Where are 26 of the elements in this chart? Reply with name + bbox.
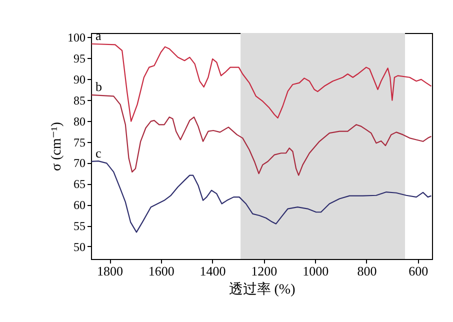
y-tick-label: 70 [74, 156, 86, 170]
x-tick-label: 600 [408, 264, 428, 278]
y-tick-label: 60 [74, 198, 86, 212]
y-tick-label: 80 [74, 114, 86, 128]
y-tick-label: 50 [74, 240, 86, 254]
y-tick-label: 100 [68, 30, 86, 45]
y-tick-label: 65 [74, 177, 86, 192]
x-axis-title: 透过率 (%) [228, 282, 296, 298]
y-tick-label: 95 [74, 52, 86, 66]
x-tick-label: 1800 [97, 264, 123, 278]
x-tick-label: 1400 [200, 264, 226, 278]
y-tick-label: 75 [74, 135, 86, 150]
x-tick-label: 1000 [302, 264, 329, 278]
series-label: b [96, 78, 102, 94]
y-tick-label: 55 [74, 219, 86, 234]
y-axis-title: σ (cm⁻¹) [50, 122, 64, 172]
x-tick-label: 1600 [148, 264, 174, 278]
line-series [91, 160, 432, 233]
series-label: a [96, 28, 102, 43]
x-tick-label: 800 [357, 264, 377, 278]
x-tick-label: 1200 [251, 264, 278, 278]
series-label: c [96, 145, 102, 160]
line-series [91, 94, 432, 176]
y-tick-label: 85 [74, 93, 86, 108]
y-tick-label: 90 [74, 72, 86, 87]
line-series [91, 43, 432, 122]
